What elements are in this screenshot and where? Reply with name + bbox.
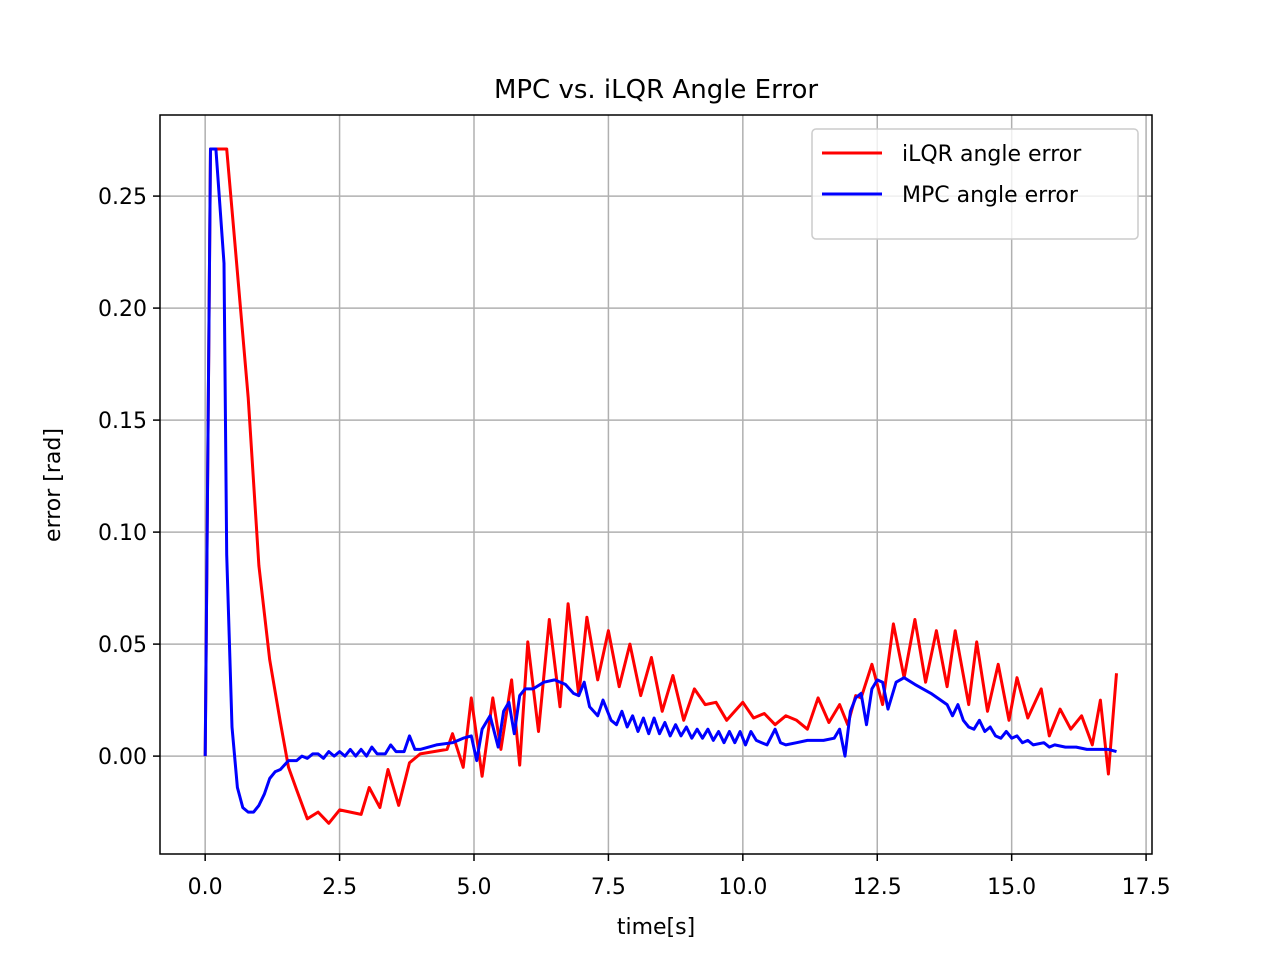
x-tick-label: 17.5 bbox=[1122, 875, 1171, 900]
y-tick-label: 0.05 bbox=[98, 633, 147, 658]
y-axis-label: error [rad] bbox=[41, 428, 66, 542]
line-series bbox=[203, 147, 1118, 825]
legend-box bbox=[811, 128, 1139, 240]
y-tick-label: 0.00 bbox=[98, 745, 147, 770]
chart-title: MPC vs. iLQR Angle Error bbox=[494, 75, 818, 105]
x-axis-label: time[s] bbox=[617, 915, 695, 940]
y-tick-label: 0.20 bbox=[98, 297, 147, 322]
x-tick-label: 12.5 bbox=[853, 875, 902, 900]
y-tick-label: 0.10 bbox=[98, 521, 147, 546]
x-tick-label: 5.0 bbox=[456, 875, 491, 900]
y-tick-label: 0.15 bbox=[98, 409, 147, 434]
legend-label: iLQR angle error bbox=[902, 142, 1082, 167]
y-tick-label: 0.25 bbox=[98, 185, 147, 210]
x-tick-label: 2.5 bbox=[322, 875, 357, 900]
x-tick-label: 15.0 bbox=[987, 875, 1036, 900]
legend: iLQR angle error MPC angle error bbox=[811, 128, 1139, 240]
x-tick-label: 10.0 bbox=[718, 875, 767, 900]
line-series bbox=[203, 147, 1117, 814]
x-tick-label: 7.5 bbox=[591, 875, 626, 900]
plot-frame bbox=[159, 114, 1153, 855]
x-tick-label: 0.0 bbox=[188, 875, 223, 900]
legend-label: MPC angle error bbox=[902, 183, 1079, 208]
